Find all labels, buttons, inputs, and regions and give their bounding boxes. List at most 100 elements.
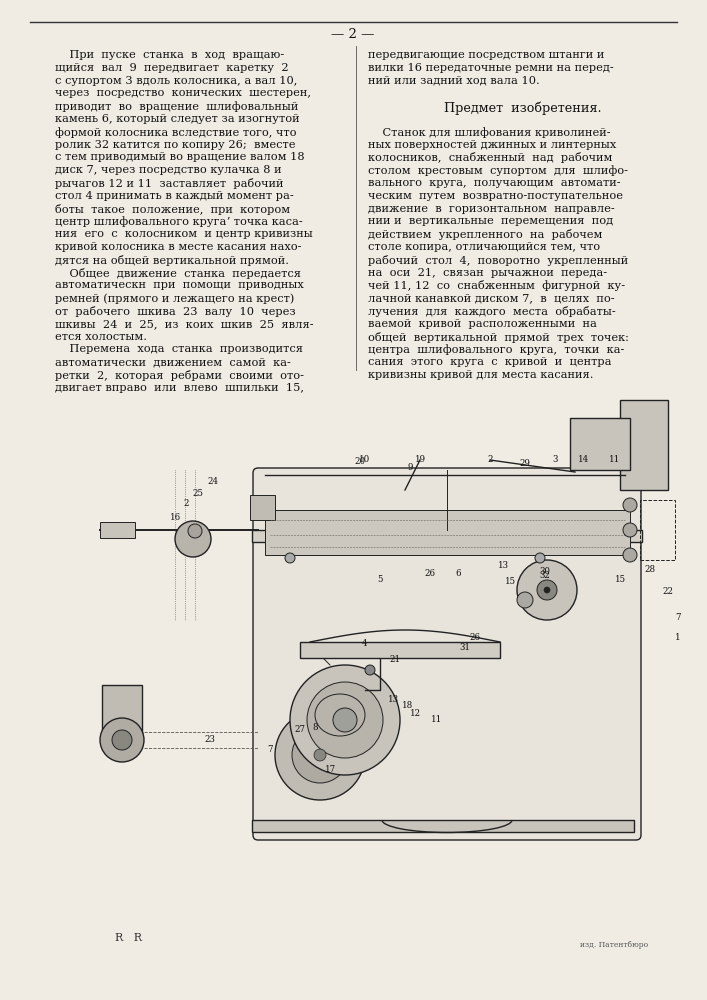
- Text: 21: 21: [390, 656, 401, 664]
- Text: 9: 9: [407, 464, 413, 473]
- Text: на  оси  21,  связан  рычажнои  переда-: на оси 21, связан рычажнои переда-: [368, 268, 607, 278]
- Circle shape: [544, 587, 550, 593]
- Circle shape: [333, 708, 357, 732]
- Text: 19: 19: [414, 454, 426, 464]
- Text: лачной канавкой диском 7,  в  целях  по-: лачной канавкой диском 7, в целях по-: [368, 293, 614, 303]
- Text: 2: 2: [487, 454, 493, 464]
- Text: 11: 11: [609, 456, 621, 464]
- Text: 10: 10: [359, 454, 370, 464]
- Text: с тем приводимый во вращение валом 18: с тем приводимый во вращение валом 18: [55, 152, 305, 162]
- Text: 23: 23: [204, 736, 216, 744]
- Text: 20: 20: [354, 456, 366, 466]
- Text: передвигающие посредством штанги и: передвигающие посредством штанги и: [368, 50, 604, 60]
- Text: 5: 5: [378, 576, 382, 584]
- Circle shape: [314, 749, 326, 761]
- Circle shape: [623, 548, 637, 562]
- Text: 7: 7: [675, 612, 681, 621]
- Text: ролик 32 катится по копиру 26;  вместе: ролик 32 катится по копиру 26; вместе: [55, 140, 296, 150]
- Text: вилки 16 передаточные ремни на перед-: вилки 16 передаточные ремни на перед-: [368, 63, 614, 73]
- Text: Предмет  изобретения.: Предмет изобретения.: [444, 101, 602, 115]
- Text: приводит  во  вращение  шлифовальный: приводит во вращение шлифовальный: [55, 101, 298, 112]
- Circle shape: [290, 665, 400, 775]
- Text: формой колосника вследствие того, что: формой колосника вследствие того, что: [55, 127, 296, 138]
- Text: изд. Патентбюро: изд. Патентбюро: [580, 941, 648, 949]
- Text: 31: 31: [460, 644, 470, 652]
- Text: 24: 24: [207, 478, 218, 487]
- Text: 2: 2: [183, 498, 189, 508]
- Bar: [640, 500, 675, 560]
- Circle shape: [100, 718, 144, 762]
- Text: от  рабочего  шкива  23  валу  10  через: от рабочего шкива 23 валу 10 через: [55, 306, 296, 317]
- Circle shape: [285, 553, 295, 563]
- Text: 18: 18: [402, 702, 414, 710]
- Circle shape: [292, 727, 348, 783]
- Text: ется холостым.: ется холостым.: [55, 332, 147, 342]
- Text: движение  в  горизонтальном  направле-: движение в горизонтальном направле-: [368, 204, 615, 214]
- Circle shape: [623, 498, 637, 512]
- Circle shape: [365, 665, 375, 675]
- Bar: [265, 510, 630, 555]
- Text: 11: 11: [431, 716, 443, 724]
- Text: 16: 16: [170, 512, 180, 522]
- Text: центр шлифовального кругаʼ точка каса-: центр шлифовального кругаʼ точка каса-: [55, 216, 303, 227]
- Circle shape: [307, 682, 383, 758]
- Text: 27: 27: [295, 726, 305, 734]
- Circle shape: [535, 553, 545, 563]
- Text: 32: 32: [539, 570, 551, 580]
- Text: 26: 26: [424, 570, 436, 578]
- Text: 6: 6: [455, 568, 461, 578]
- Text: R   R: R R: [115, 933, 142, 943]
- Text: 14: 14: [578, 454, 588, 464]
- Text: камень 6, который следует за изогнутой: камень 6, который следует за изогнутой: [55, 114, 300, 124]
- Text: Общее  движение  станка  передается: Общее движение станка передается: [55, 268, 301, 279]
- Text: центра  шлифовального  круга,  точки  ка-: центра шлифовального круга, точки ка-: [368, 344, 624, 355]
- Bar: [100, 522, 135, 538]
- Text: 12: 12: [409, 708, 421, 718]
- Circle shape: [537, 580, 557, 600]
- Text: Перемена  хода  станка  производится: Перемена хода станка производится: [55, 344, 303, 354]
- Circle shape: [275, 710, 365, 800]
- Text: дятся на общей вертикальной прямой.: дятся на общей вертикальной прямой.: [55, 255, 289, 266]
- Text: 22: 22: [662, 587, 674, 596]
- Text: через  посредство  конических  шестерен,: через посредство конических шестерен,: [55, 88, 311, 98]
- Circle shape: [340, 715, 350, 725]
- Text: автоматическн  при  помощи  приводных: автоматическн при помощи приводных: [55, 280, 304, 290]
- Text: 15: 15: [504, 576, 515, 585]
- Bar: [570, 418, 630, 470]
- Text: 8: 8: [312, 724, 318, 732]
- Text: 25: 25: [192, 489, 204, 498]
- Bar: [102, 685, 142, 735]
- Text: Станок для шлифования криволиней-: Станок для шлифования криволиней-: [368, 127, 611, 138]
- Text: кривизны кривой для места касания.: кривизны кривой для места касания.: [368, 370, 593, 380]
- Text: 1: 1: [675, 633, 681, 642]
- Bar: [620, 400, 668, 490]
- Bar: [252, 530, 642, 542]
- Bar: [250, 495, 275, 520]
- Text: 4: 4: [362, 639, 368, 648]
- Text: рабочий  стол  4,  поворотно  укрепленный: рабочий стол 4, поворотно укрепленный: [368, 255, 629, 266]
- Text: 13: 13: [498, 560, 508, 570]
- Text: чей 11, 12  со  снабженным  фигурной  ку-: чей 11, 12 со снабженным фигурной ку-: [368, 280, 625, 291]
- Text: ваемой  кривой  расположенными  на: ваемой кривой расположенными на: [368, 319, 597, 329]
- Text: боты  такое  положение,  при  котором: боты такое положение, при котором: [55, 204, 290, 215]
- Text: диск 7, через посредство кулачка 8 и: диск 7, через посредство кулачка 8 и: [55, 165, 281, 175]
- Text: рычагов 12 и 11  заставляет  рабочий: рычагов 12 и 11 заставляет рабочий: [55, 178, 284, 189]
- Text: автоматически  движением  самой  ка-: автоматически движением самой ка-: [55, 357, 291, 367]
- Text: — 2 —: — 2 —: [332, 28, 375, 41]
- Text: ний или задний ход вала 10.: ний или задний ход вала 10.: [368, 76, 539, 86]
- Text: кривой колосника в месте касания нахо-: кривой колосника в месте касания нахо-: [55, 242, 301, 252]
- Text: нии и  вертикальные  перемещения  под: нии и вертикальные перемещения под: [368, 216, 613, 226]
- Text: При  пуске  станка  в  ход  вращаю-: При пуске станка в ход вращаю-: [55, 50, 284, 60]
- Circle shape: [517, 560, 577, 620]
- Circle shape: [175, 521, 211, 557]
- Text: действием  укрепленного  на  рабочем: действием укрепленного на рабочем: [368, 229, 602, 240]
- Text: 17: 17: [325, 766, 336, 774]
- Text: двигает вправо  или  влево  шпильки  15,: двигает вправо или влево шпильки 15,: [55, 383, 304, 393]
- Text: ния  его  с  колосником  и центр кривизны: ния его с колосником и центр кривизны: [55, 229, 312, 239]
- Text: 29: 29: [520, 458, 530, 468]
- Text: щийся  вал  9  передвигает  каретку  2: щийся вал 9 передвигает каретку 2: [55, 63, 288, 73]
- Text: 30: 30: [539, 568, 551, 576]
- Circle shape: [188, 524, 202, 538]
- Circle shape: [112, 730, 132, 750]
- Text: 7: 7: [267, 746, 273, 754]
